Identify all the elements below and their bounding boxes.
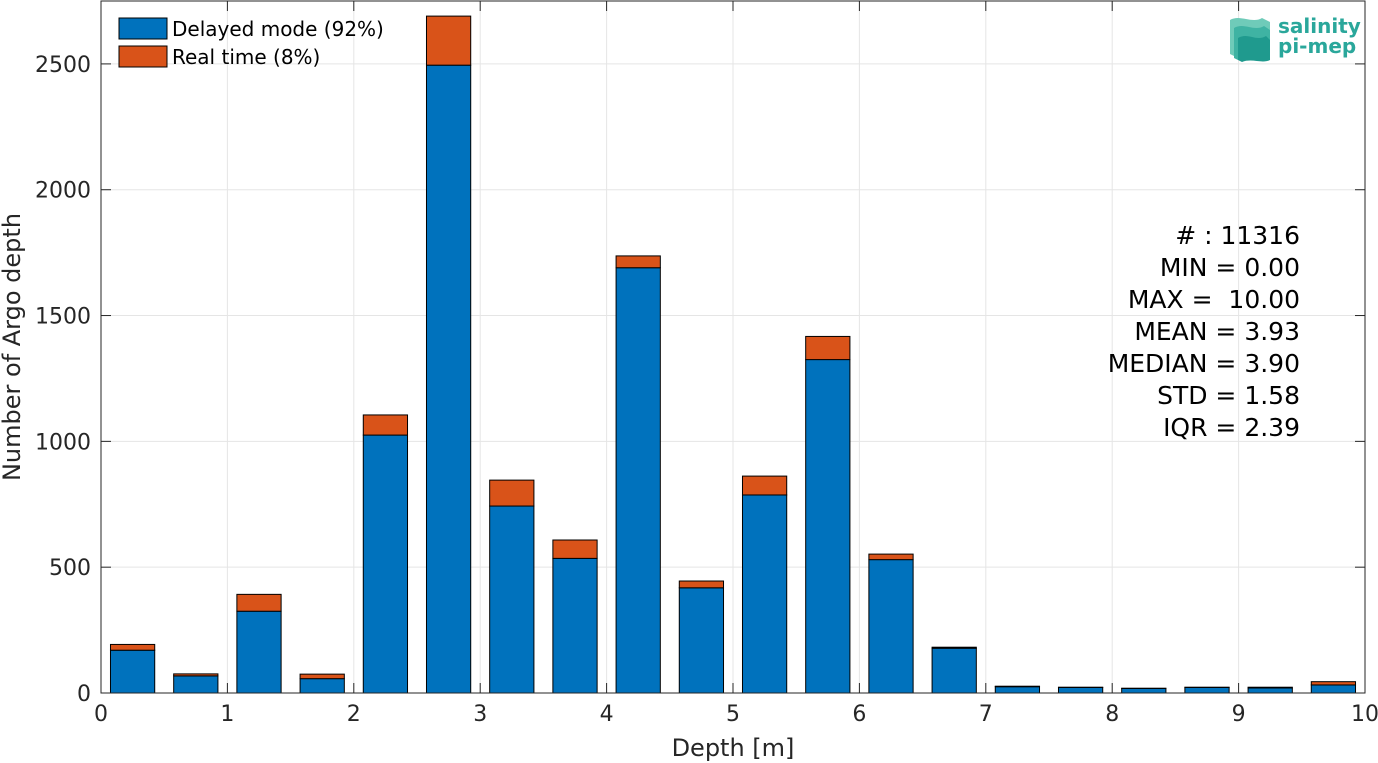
bar-delayed-mode [425,64,472,694]
wave-icon [1230,18,1270,62]
stat-median: MEDIAN = 3.90 [1108,349,1300,378]
bar-real-time [1247,686,1293,689]
bar-real-time [994,685,1041,688]
x-tick-label: 8 [1105,702,1119,727]
x-tick-label: 2 [347,702,361,727]
stat-max: MAX = 10.00 [1128,285,1300,314]
stat-min: MIN = 0.00 [1160,253,1300,282]
bar-real-time [362,414,409,436]
stat-iqr: IQR = 2.39 [1163,413,1300,442]
bar-delayed-mode [1121,687,1167,694]
bar-delayed-mode [109,649,156,694]
x-tick-label: 5 [726,702,740,727]
x-tick-label: 0 [94,702,108,727]
y-tick-label: 2500 [35,53,91,78]
legend-label-delayed: Delayed mode (92%) [172,17,384,41]
y-tick-label: 0 [77,682,91,707]
legend-label-realtime: Real time (8%) [172,45,320,69]
bar-real-time [425,15,472,66]
bar-delayed-mode [805,359,851,694]
bar-delayed-mode [173,675,219,694]
legend-swatch-delayed [118,17,168,40]
bar-real-time [552,539,598,559]
x-axis-label: Depth [m] [672,734,795,762]
bar-delayed-mode [931,647,977,694]
legend-swatch-realtime [118,45,168,68]
bar-delayed-mode [741,494,788,694]
y-tick-label: 1000 [35,430,91,455]
y-tick-label: 2000 [35,179,91,204]
bar-real-time [236,593,282,612]
y-tick-label: 1500 [35,305,91,330]
bar-real-time [805,335,851,361]
bar-delayed-mode [1310,684,1357,694]
x-tick-label: 3 [473,702,487,727]
bar-real-time [678,580,725,589]
bar-delayed-mode [362,434,409,694]
bars [109,15,1357,694]
x-tick-label: 6 [852,702,866,727]
x-tick-label: 7 [979,702,993,727]
bar-real-time [931,646,977,649]
bar-real-time [173,673,219,677]
y-axis-label: Number of Argo depth [0,213,26,481]
stat-std: STD = 1.58 [1157,381,1300,410]
statistics-box: # : 11316 MIN = 0.00 MAX = 10.00 MEAN = … [1108,221,1300,442]
legend: Delayed mode (92%) Real time (8%) [118,17,384,69]
logo-text-pimep: pi-mep [1278,34,1356,58]
bar-delayed-mode [1184,686,1230,694]
salinity-pimep-logo: salinity pi-mep [1230,14,1361,62]
bar-real-time [615,255,661,269]
stat-count: # : 11316 [1175,221,1300,250]
bar-delayed-mode [299,678,345,694]
x-tick-label: 10 [1351,702,1378,727]
bar-real-time [299,673,345,680]
bar-delayed-mode [489,505,535,694]
bar-real-time [741,475,788,496]
bar-delayed-mode [615,267,661,694]
bar-delayed-mode [1247,687,1293,694]
bar-real-time [1310,681,1357,686]
bar-delayed-mode [1057,686,1104,694]
bar-delayed-mode [994,686,1041,694]
bar-real-time [868,553,914,561]
bar-delayed-mode [678,587,725,694]
bar-delayed-mode [552,557,598,694]
bar-delayed-mode [236,610,282,694]
stat-mean: MEAN = 3.93 [1134,317,1300,346]
x-tick-label: 4 [600,702,614,727]
x-tick-label: 1 [220,702,234,727]
bar-real-time [109,643,156,651]
x-tick-label: 9 [1232,702,1246,727]
bar-delayed-mode [868,559,914,694]
logo-text-salinity: salinity [1278,14,1361,38]
x-axis-ticks: 0 1 2 3 4 5 6 7 8 9 10 [94,1,1378,727]
y-tick-label: 500 [49,556,91,581]
bar-real-time [489,479,535,507]
y-axis-ticks: 0 500 1000 1500 2000 2500 [35,53,1365,707]
